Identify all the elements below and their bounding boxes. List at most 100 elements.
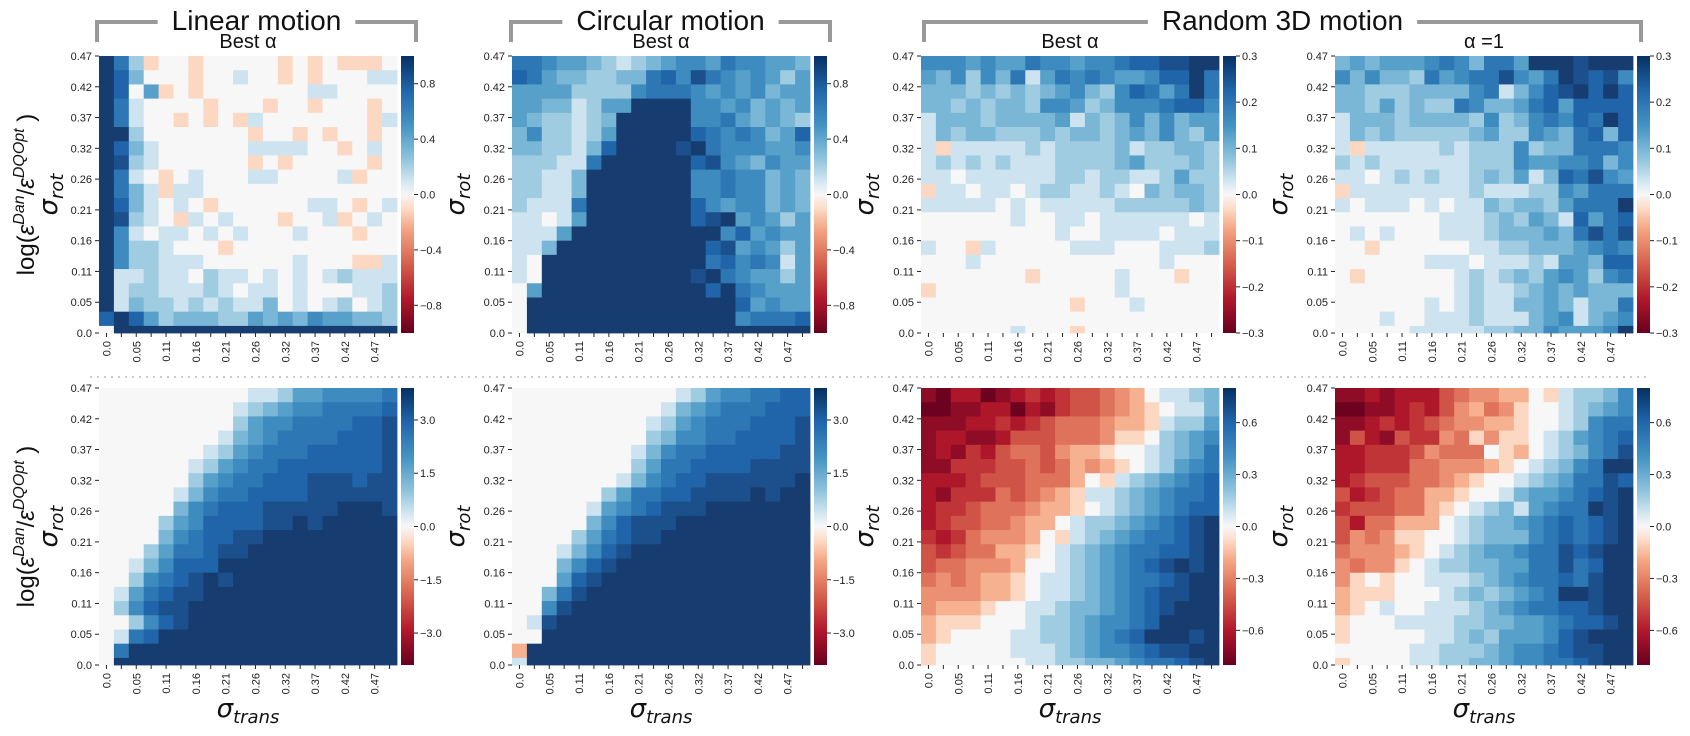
heatmap-cell	[1469, 56, 1485, 71]
heatmap-cell	[780, 112, 796, 128]
heatmap-cell	[950, 444, 967, 460]
heatmap-cell	[631, 416, 647, 432]
heatmap-cell	[322, 444, 338, 460]
y-tick-label: 0.16	[893, 236, 914, 248]
heatmap-cell	[1204, 212, 1220, 227]
heatmap-cell	[173, 515, 189, 531]
heatmap-cell	[1129, 198, 1145, 213]
heatmap-cell	[1114, 586, 1130, 602]
heatmap-cell	[1144, 572, 1160, 588]
heatmap-cell	[1439, 629, 1455, 645]
heatmap-cell	[1010, 629, 1026, 645]
heatmap-cell	[1409, 657, 1425, 666]
heatmap-cell	[1394, 169, 1410, 185]
heatmap-cell	[1349, 84, 1366, 100]
heatmap-cell	[1129, 530, 1145, 545]
heatmap-cell	[556, 430, 572, 446]
heatmap-cell	[512, 240, 528, 256]
heatmap-cell	[382, 388, 398, 403]
heatmap-cell	[1010, 269, 1026, 284]
x-tick-label: 0.05	[131, 673, 143, 694]
heatmap-cell	[1439, 240, 1455, 256]
heatmap-cell	[1010, 325, 1026, 334]
heatmap-cell	[99, 629, 115, 645]
heatmap-cell	[965, 615, 981, 630]
x-tick-label: 0.42	[1162, 341, 1174, 362]
heatmap-cell	[1114, 325, 1130, 334]
heatmap-cell	[233, 169, 249, 185]
heatmap-cell	[1454, 586, 1470, 602]
heatmap-cell	[337, 501, 353, 517]
heatmap-cell	[1484, 283, 1500, 298]
heatmap-cell	[1588, 402, 1604, 417]
x-tick-label: 0.05	[544, 341, 556, 362]
heatmap-cell	[1469, 169, 1485, 185]
heatmap-cell	[1588, 501, 1604, 517]
heatmap-cell	[262, 56, 279, 71]
colorbar: 0.30.20.10.0−0.1−0.2−0.3	[1223, 51, 1264, 340]
heatmap-cell	[541, 70, 558, 85]
heatmap-cell	[1513, 643, 1530, 659]
heatmap-cell	[307, 70, 323, 85]
heatmap-cell	[1588, 444, 1604, 460]
x-tick-label: 0.47	[1606, 341, 1618, 362]
heatmap-cell	[1144, 84, 1160, 100]
heatmap-cell	[1099, 416, 1116, 432]
heatmap-cell	[1144, 325, 1160, 334]
heatmap-panel-6: 0.00.050.110.160.210.260.320.370.420.470…	[441, 383, 855, 728]
heatmap-cell	[1040, 198, 1056, 213]
heatmap-cell	[248, 112, 264, 128]
heatmap-cell	[675, 430, 692, 446]
heatmap-cell	[1099, 615, 1116, 630]
heatmap-cell	[601, 141, 617, 156]
heatmap-cell	[995, 311, 1011, 327]
heatmap-cell	[1010, 402, 1026, 417]
heatmap-cell	[765, 56, 781, 71]
heatmap-cell	[705, 558, 721, 574]
heatmap-cell	[248, 487, 264, 503]
heatmap-cell	[1144, 544, 1160, 559]
heatmap-cell	[1379, 283, 1395, 298]
heatmap-cell	[1055, 544, 1071, 559]
heatmap-cell	[173, 473, 189, 488]
heatmap-cell	[980, 112, 996, 128]
heatmap-cell	[367, 388, 383, 403]
heatmap-cell	[1469, 558, 1485, 574]
y-tick-label: 0.0	[1313, 660, 1328, 672]
heatmap-cell	[765, 515, 781, 531]
heatmap-cell	[1573, 572, 1589, 588]
heatmap-cell	[1364, 629, 1381, 645]
heatmap-cell	[675, 558, 692, 574]
heatmap-cell	[1084, 388, 1101, 403]
heatmap-cell	[995, 283, 1011, 298]
y-tick-label: 0.32	[484, 475, 505, 487]
heatmap-cell	[1025, 141, 1041, 156]
heatmap-cell	[1114, 615, 1130, 630]
heatmap-cell	[690, 84, 707, 100]
heatmap-cell	[1573, 402, 1589, 417]
heatmap-cell	[556, 501, 572, 517]
y-tick-label: 0.42	[484, 414, 505, 426]
heatmap-cell	[143, 515, 159, 531]
heatmap-cell	[1484, 297, 1500, 313]
heatmap-cell	[750, 183, 766, 199]
heatmap-cell	[1603, 643, 1619, 659]
heatmap-cell	[1159, 112, 1175, 128]
heatmap-cell	[1174, 212, 1190, 227]
heatmap-cell	[128, 283, 145, 298]
heatmap-cell	[526, 459, 543, 474]
heatmap-cell	[720, 240, 736, 256]
heatmap-cell	[382, 530, 398, 545]
heatmap-cell	[1618, 70, 1634, 85]
heatmap-cell	[367, 601, 383, 616]
colorbar-tick-label: 0.6	[1242, 418, 1257, 430]
heatmap-cell	[586, 169, 602, 185]
heatmap-cell	[1618, 183, 1634, 199]
heatmap-cell	[1114, 283, 1130, 298]
heatmap-cell	[512, 544, 528, 559]
heatmap-cell	[661, 402, 677, 417]
heatmap-cell	[586, 444, 602, 460]
heatmap-cell	[292, 657, 308, 666]
heatmap-cell	[1469, 586, 1485, 602]
heatmap-cell	[601, 269, 617, 284]
